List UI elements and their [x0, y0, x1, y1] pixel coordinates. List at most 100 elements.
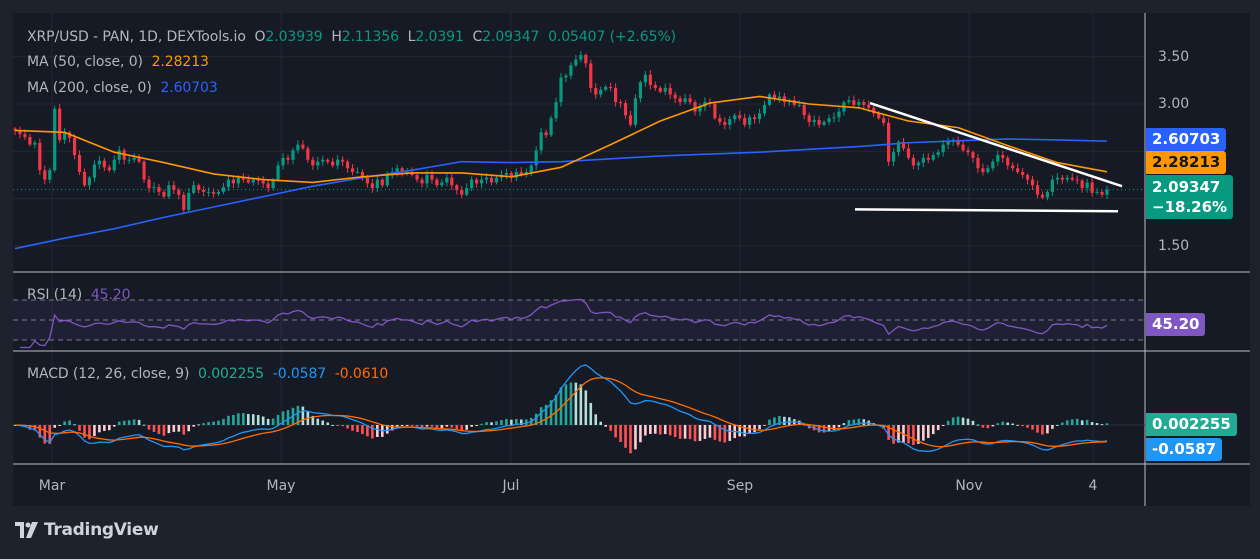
candle-body: [187, 192, 191, 210]
macd-histogram-bar: [544, 404, 548, 425]
candle-body: [569, 65, 573, 76]
candle-body: [1105, 189, 1109, 195]
macd-signal-line: [14, 377, 1108, 448]
candle-body: [981, 168, 985, 173]
ma50-legend[interactable]: MA (50, close, 0) 2.28213: [27, 54, 209, 70]
macd-histogram-bar: [922, 425, 925, 441]
macd-histogram-bar: [212, 421, 215, 425]
candle-body: [127, 159, 131, 161]
candle-body: [445, 177, 449, 183]
candle-body: [326, 159, 330, 162]
macd-histogram-bar: [326, 422, 330, 425]
macd-histogram-bar: [599, 421, 603, 425]
ma200-legend[interactable]: MA (200, close, 0) 2.60703: [27, 80, 218, 96]
candle-body: [733, 115, 737, 120]
high-value: 2.11356: [341, 29, 399, 45]
macd-histogram-bar: [1065, 420, 1069, 425]
candle-body: [772, 94, 777, 99]
candle-body: [182, 194, 186, 210]
macd-histogram-bar: [564, 384, 568, 425]
macd-histogram-bar: [718, 425, 722, 442]
macd-histogram-bar: [976, 424, 980, 426]
macd-histogram-bar: [435, 425, 439, 429]
ma200-value: 2.60703: [160, 80, 218, 96]
candle-body: [762, 104, 767, 114]
candle-body: [211, 191, 216, 194]
candle-body: [832, 117, 836, 119]
rsi-legend[interactable]: RSI (14) 45.20: [27, 287, 131, 303]
macd-histogram-bar: [1085, 419, 1089, 425]
candle-body: [112, 159, 116, 171]
candle-body: [236, 177, 240, 184]
macd-histogram-bar: [539, 407, 543, 425]
macd-histogram-bar: [673, 425, 677, 438]
tradingview-logo[interactable]: TradingView: [15, 520, 159, 540]
candle-body: [544, 132, 548, 136]
candle-body: [28, 137, 32, 145]
candle-body: [107, 167, 111, 171]
macd-histogram-bar: [832, 425, 836, 430]
candle-body: [857, 102, 861, 105]
macd-histogram-bar: [167, 425, 171, 434]
macd-histogram-bar: [639, 425, 642, 443]
candle-body: [812, 120, 816, 122]
macd-histogram-bar: [971, 420, 975, 425]
candle-body: [77, 155, 82, 173]
candle-body: [256, 179, 260, 181]
macd-histogram-bar: [584, 390, 588, 425]
macd-histogram-bar: [1095, 423, 1099, 425]
macd-histogram-bar: [356, 425, 359, 433]
macd-histogram-bar: [519, 419, 523, 425]
macd-histogram-bar: [574, 382, 578, 425]
trendline-resistance: [869, 101, 1123, 188]
macd-histogram-bar: [981, 425, 985, 428]
price-tick-label: 3.50: [1158, 48, 1190, 65]
macd-histogram-bar: [713, 425, 717, 440]
candle-body: [1030, 179, 1035, 186]
candle-body: [589, 63, 593, 88]
macd-histogram-bar: [892, 425, 895, 444]
macd-histogram-bar: [1056, 424, 1059, 426]
macd-histogram-bar: [624, 425, 627, 448]
macd-hist-value: 0.002255: [198, 366, 265, 382]
candle-body: [529, 165, 533, 173]
ma200-price-label: 2.60703: [1146, 128, 1227, 151]
candle-body: [192, 185, 196, 193]
candle-body: [891, 152, 896, 162]
macd-histogram-bar: [649, 425, 652, 434]
candle-body: [668, 87, 672, 95]
macd-histogram-bar: [693, 425, 697, 442]
macd-histogram-bar: [450, 425, 454, 428]
macd-histogram-bar: [321, 420, 325, 425]
macd-histogram-bar: [43, 425, 47, 444]
macd-histogram-bar: [440, 425, 444, 429]
macd-histogram-bar: [122, 420, 126, 425]
macd-histogram-bar: [271, 418, 275, 425]
candle-body: [63, 132, 67, 140]
candle-body: [147, 179, 151, 189]
macd-histogram-bar: [385, 425, 389, 434]
macd-histogram-bar: [227, 415, 230, 425]
candle-body: [405, 172, 409, 174]
candle-body: [658, 87, 662, 92]
candle-body: [698, 106, 702, 112]
macd-histogram-bar: [341, 425, 344, 427]
macd-histogram-bar: [753, 425, 756, 433]
candle-body: [281, 157, 285, 166]
macd-signal-value: -0.0610: [334, 366, 389, 382]
macd-histogram-bar: [470, 425, 473, 427]
candle-body: [286, 157, 290, 160]
macd-histogram-bar: [490, 422, 493, 425]
macd-histogram-bar: [405, 425, 409, 426]
macd-legend[interactable]: MACD (12, 26, close, 9) 0.002255 -0.0587…: [27, 366, 388, 382]
candle-body: [514, 172, 518, 178]
macd-histogram-bar: [1041, 425, 1044, 435]
candle-body: [489, 177, 494, 183]
macd-histogram-bar: [311, 415, 315, 425]
macd-histogram-bar: [331, 424, 334, 426]
macd-histogram-bar: [301, 406, 305, 425]
macd-histogram-bar: [346, 425, 349, 429]
candle-body: [306, 148, 310, 160]
candle-body: [1065, 177, 1069, 180]
